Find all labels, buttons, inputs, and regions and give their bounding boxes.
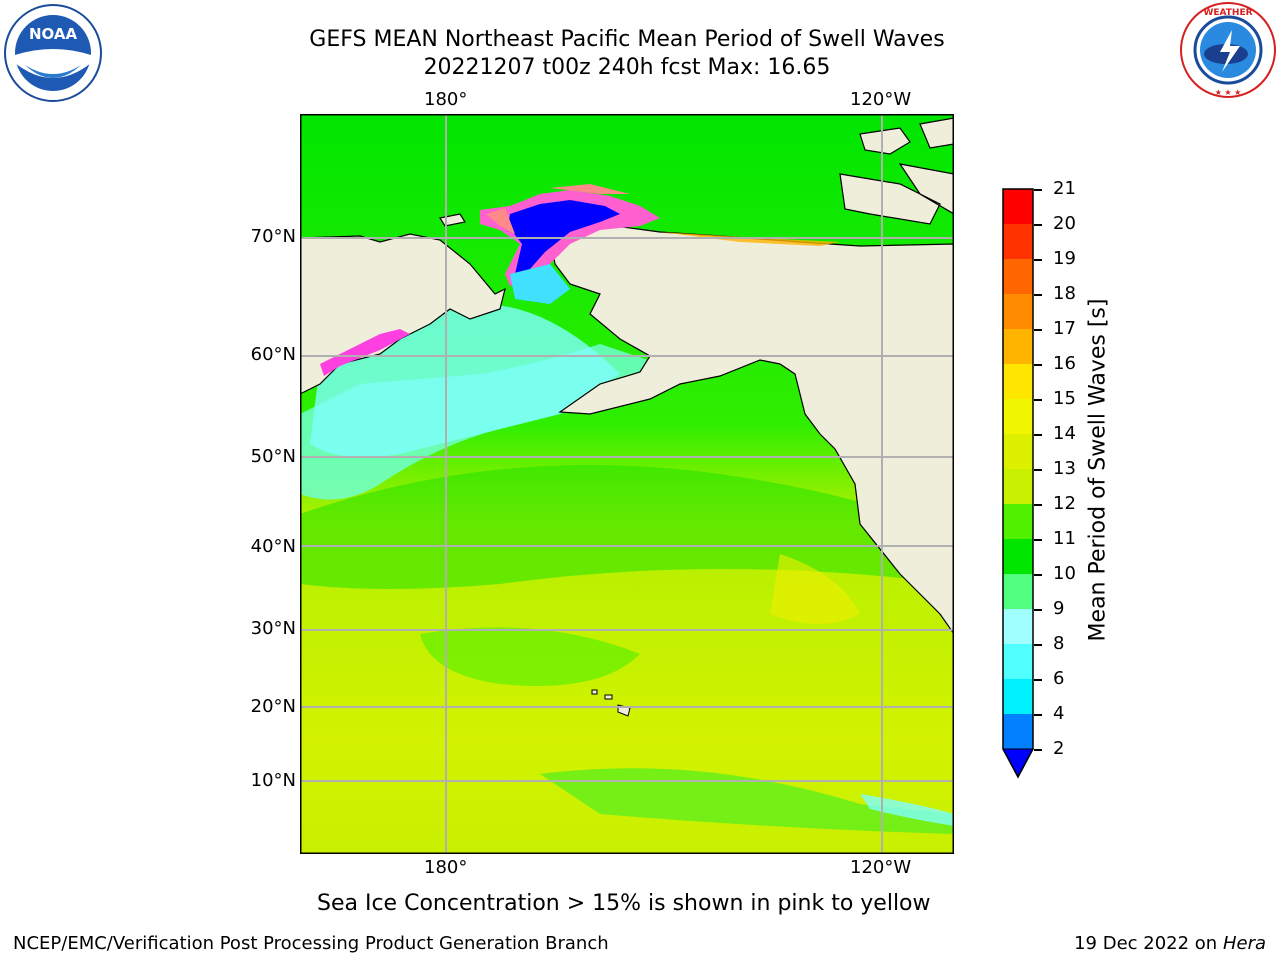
lat-label-10n: 10°N [250, 770, 296, 791]
colorbar-swatch [1003, 574, 1033, 609]
colorbar-tick-label: 8 [1053, 633, 1065, 654]
lon-label-top-120w: 120°W [850, 89, 912, 110]
svg-text:★ ★ ★: ★ ★ ★ [1215, 88, 1242, 97]
svg-text:NOAA: NOAA [29, 25, 78, 43]
colorbar-swatch [1003, 189, 1033, 224]
colorbar-tick-label: 21 [1053, 178, 1076, 199]
colorbar-swatch [1003, 469, 1033, 504]
lat-label-70n: 70°N [250, 226, 296, 247]
colorbar-tick-label: 16 [1053, 353, 1076, 374]
colorbar-tick-label: 13 [1053, 458, 1076, 479]
yellow-patch-coast [770, 554, 860, 624]
date-text: 19 Dec 2022 on [1074, 933, 1218, 954]
lat-label-50n: 50°N [250, 446, 296, 467]
colorbar-tick-label: 19 [1053, 248, 1076, 269]
colorbar-tick-mark [1034, 434, 1042, 436]
colorbar-extension [1002, 748, 1034, 779]
colorbar-tick-mark [1034, 224, 1042, 226]
sea-ice-core [508, 200, 620, 274]
graticule [300, 114, 954, 854]
colorbar-swatch [1003, 259, 1033, 294]
lat-label-30n: 30°N [250, 618, 296, 639]
colorbar-tick-mark [1034, 609, 1042, 611]
map-svg [300, 114, 954, 854]
colorbar-tick-mark [1034, 399, 1042, 401]
lon-label-bottom-120w: 120°W [850, 857, 912, 878]
lon-label-bottom-180: 180° [424, 857, 468, 878]
colorbar-tick-mark [1034, 679, 1042, 681]
colorbar-tick-mark [1034, 714, 1042, 716]
green-patch-south [420, 627, 640, 686]
colorbar-tick-mark [1034, 644, 1042, 646]
colorbar-tick-label: 10 [1053, 563, 1076, 584]
colorbar-tick-mark [1034, 469, 1042, 471]
colorbar-tick-mark [1034, 189, 1042, 191]
colorbar-swatch [1003, 679, 1033, 714]
colorbar-swatch [1003, 224, 1033, 259]
cyan-patch-tropics [860, 794, 954, 826]
credit-text: NCEP/EMC/Verification Post Processing Pr… [13, 933, 609, 954]
colorbar-tick-label: 20 [1053, 213, 1076, 234]
colorbar-swatch [1003, 539, 1033, 574]
colorbar-swatch [1003, 714, 1033, 749]
colorbar-tick-label: 18 [1053, 283, 1076, 304]
colorbar-tick-label: 12 [1053, 493, 1076, 514]
colorbar-tick-label: 17 [1053, 318, 1076, 339]
colorbar-label: Mean Period of Swell Waves [s] [1085, 298, 1111, 642]
colorbar-tick-mark [1034, 329, 1042, 331]
colorbar-swatch [1003, 364, 1033, 399]
colorbar [1002, 188, 1034, 782]
colorbar-tick-label: 6 [1053, 668, 1065, 689]
lon-label-top-180: 180° [424, 89, 468, 110]
colorbar-tick-label: 2 [1053, 738, 1065, 759]
colorbar-tick-label: 11 [1053, 528, 1076, 549]
sea-ice-edge-siberia [320, 329, 410, 376]
colorbar-swatch [1003, 434, 1033, 469]
svg-text:WEATHER: WEATHER [1203, 8, 1252, 18]
cyan-bering [510, 264, 570, 304]
land-north-america [549, 223, 954, 636]
colorbar-tick-label: 9 [1053, 598, 1065, 619]
noaa-logo: NOAA [3, 3, 103, 103]
machine-name: Hera [1222, 933, 1266, 954]
colorbar-tick-label: 4 [1053, 703, 1065, 724]
lat-label-60n: 60°N [250, 344, 296, 365]
colorbar-tick-mark [1034, 504, 1042, 506]
lat-label-20n: 20°N [250, 696, 296, 717]
colorbar-tick-mark [1034, 539, 1042, 541]
map-title: GEFS MEAN Northeast Pacific Mean Period … [309, 27, 945, 52]
colorbar-tick-label: 15 [1053, 388, 1076, 409]
colorbar-tick-label: 14 [1053, 423, 1076, 444]
colorbar-tick-mark [1034, 749, 1042, 751]
colorbar-swatch [1003, 609, 1033, 644]
swell-period-map [300, 114, 954, 854]
green-patch-tropics [540, 768, 954, 834]
colorbar-swatch [1003, 294, 1033, 329]
lat-label-40n: 40°N [250, 536, 296, 557]
colorbar-tick-mark [1034, 574, 1042, 576]
colorbar-swatch [1003, 329, 1033, 364]
sea-ice-note: Sea Ice Concentration > 15% is shown in … [317, 891, 931, 916]
nws-logo: WEATHER ★ ★ ★ [1176, 0, 1280, 100]
map-subtitle: 20221207 t00z 240h fcst Max: 16.65 [423, 55, 831, 80]
colorbar-outline [1002, 188, 1034, 779]
colorbar-swatch [1003, 399, 1033, 434]
colorbar-swatch [1003, 504, 1033, 539]
colorbar-tick-mark [1034, 364, 1042, 366]
colorbar-swatch [1003, 644, 1033, 679]
colorbar-svg [1002, 188, 1034, 779]
colorbar-tick-mark [1034, 259, 1042, 261]
generation-date: 19 Dec 2022 on Hera [1074, 933, 1266, 954]
land-arctic-islands [839, 117, 954, 225]
colorbar-tick-mark [1034, 294, 1042, 296]
